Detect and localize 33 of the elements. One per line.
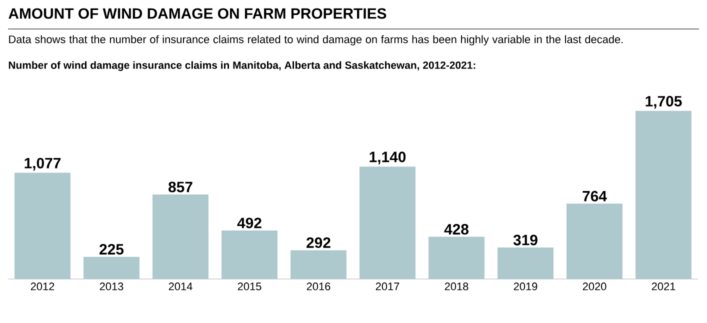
bar [566, 204, 623, 279]
x-tick-label: 2020 [582, 282, 606, 290]
bar [84, 256, 140, 279]
x-tick-label: 2012 [30, 282, 54, 290]
x-tick-label: 2018 [444, 282, 468, 290]
bar [636, 110, 692, 279]
data-label: 319 [513, 234, 538, 246]
x-tick-label: 2016 [306, 282, 330, 290]
chart-subtitle: Data shows that the number of insurance claims related to wind damage on farms has been highly variable in the last decade. [9, 35, 623, 46]
bar [14, 172, 71, 279]
x-tick-label: 2021 [652, 282, 676, 290]
bar [290, 250, 347, 279]
data-label: 857 [168, 182, 192, 192]
data-label: 1,705 [646, 96, 682, 109]
bar [360, 166, 416, 279]
data-label: 492 [237, 218, 262, 228]
data-label: 292 [306, 237, 330, 248]
x-tick-label: 2013 [100, 282, 124, 290]
x-tick-label: 2014 [168, 282, 192, 290]
x-tick-label: 2019 [514, 282, 538, 290]
bar [428, 236, 485, 279]
data-label: 1,077 [24, 158, 61, 171]
bar [498, 248, 554, 279]
data-label: 428 [444, 224, 468, 235]
data-label: 225 [100, 244, 124, 255]
chart-title: AMOUNT OF WIND DAMAGE ON FARM PROPERTIES [8, 8, 386, 19]
data-label: 764 [582, 190, 607, 202]
bar [222, 230, 278, 279]
data-label: 1,140 [370, 152, 406, 164]
bar [152, 194, 209, 279]
x-tick-label: 2015 [238, 282, 262, 290]
x-tick-label: 2017 [376, 282, 400, 290]
text: Number of wind damage insurance claims in Manitoba, Alberta and Saskatchewan, 2012-2021: [8, 61, 476, 71]
